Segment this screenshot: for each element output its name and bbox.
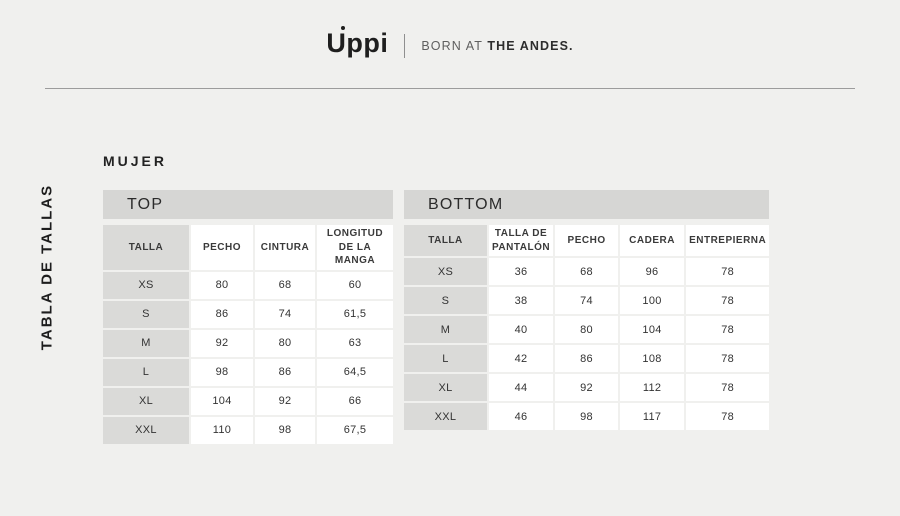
- value-cell: 63: [317, 329, 393, 357]
- size-column-header: TALLA: [103, 225, 189, 270]
- value-cell: 80: [555, 316, 619, 343]
- value-cell: 104: [620, 316, 685, 343]
- table-row: XXL 110 98 67,5: [103, 416, 393, 444]
- tagline-the-andes: THE ANDES.: [487, 38, 574, 53]
- value-cell: 98: [555, 403, 619, 430]
- value-cell: 110: [191, 416, 253, 444]
- value-cell: 78: [686, 403, 770, 430]
- bottom-table-section: BOTTOM TALLA TALLA DE PANTALÓN PECHO CADERA…: [402, 190, 771, 432]
- bottom-size-table: TALLA TALLA DE PANTALÓN PECHO CADERA ENTREPI…: [402, 223, 771, 432]
- value-cell: 98: [191, 358, 253, 386]
- value-cell: 44: [489, 374, 554, 401]
- size-label-cell: XXL: [103, 416, 189, 444]
- size-column-header: TALLA: [404, 225, 487, 256]
- table-row: L 42 86 108 78: [404, 345, 770, 372]
- table-row: XS 36 68 96 78: [404, 258, 770, 285]
- value-cell: 100: [620, 287, 685, 314]
- brand-tagline: BORN AT THE ANDES.: [421, 39, 573, 53]
- value-cell: 92: [255, 387, 315, 415]
- logo-divider: [404, 33, 406, 58]
- value-cell: 36: [489, 258, 554, 285]
- table-row: XS 80 68 60: [103, 271, 393, 299]
- table-title-top: TOP: [103, 190, 393, 219]
- value-cell: 117: [620, 403, 685, 430]
- size-label-cell: XS: [404, 258, 487, 285]
- value-cell: 98: [255, 416, 315, 444]
- value-cell: 78: [686, 374, 770, 401]
- value-cell: 78: [686, 345, 770, 372]
- value-cell: 86: [191, 300, 253, 328]
- value-cell: 61,5: [317, 300, 393, 328]
- measure-column-header: PECHO: [555, 225, 619, 256]
- table-row: XL 104 92 66: [103, 387, 393, 415]
- table-row: S 38 74 100 78: [404, 287, 770, 314]
- value-cell: 42: [489, 345, 554, 372]
- size-label-cell: L: [404, 345, 487, 372]
- value-cell: 64,5: [317, 358, 393, 386]
- main-content: MUJER TOP TALLA PECHO CINTURA LONGITUD DE L…: [103, 153, 771, 444]
- logo-letters-ppi: ppi: [346, 28, 389, 58]
- size-label-cell: M: [404, 316, 487, 343]
- size-tables-row: TOP TALLA PECHO CINTURA LONGITUD DE LA MANG…: [103, 190, 771, 444]
- vertical-page-title: TABLA DE TALLAS: [38, 183, 56, 351]
- table-title-bottom: BOTTOM: [404, 190, 770, 219]
- table-row: M 92 80 63: [103, 329, 393, 357]
- value-cell: 86: [555, 345, 619, 372]
- value-cell: 78: [686, 258, 770, 285]
- size-label-cell: L: [103, 358, 189, 386]
- value-cell: 40: [489, 316, 554, 343]
- header-divider: [45, 88, 855, 89]
- value-cell: 80: [255, 329, 315, 357]
- value-cell: 104: [191, 387, 253, 415]
- tagline-born-at: BORN AT: [421, 38, 483, 53]
- table-row: M 40 80 104 78: [404, 316, 770, 343]
- size-label-cell: S: [103, 300, 189, 328]
- value-cell: 66: [317, 387, 393, 415]
- value-cell: 92: [555, 374, 619, 401]
- value-cell: 38: [489, 287, 554, 314]
- top-table-section: TOP TALLA PECHO CINTURA LONGITUD DE LA MANG…: [103, 190, 393, 444]
- logo-dot: [341, 26, 346, 30]
- top-size-table: TALLA PECHO CINTURA LONGITUD DE LA MANGA XS…: [101, 223, 395, 446]
- header-row: TALLA TALLA DE PANTALÓN PECHO CADERA ENTREPI…: [404, 225, 770, 256]
- table-row: L 98 86 64,5: [103, 358, 393, 386]
- section-title-mujer: MUJER: [103, 153, 168, 169]
- logo-letter-u: U: [326, 26, 347, 58]
- size-label-cell: XS: [103, 271, 189, 299]
- size-label-cell: XXL: [404, 403, 487, 430]
- value-cell: 60: [317, 271, 393, 299]
- measure-column-header: ENTREPIERNA: [686, 225, 770, 256]
- header-row: TALLA PECHO CINTURA LONGITUD DE LA MANGA: [103, 225, 393, 270]
- value-cell: 112: [620, 374, 685, 401]
- value-cell: 86: [255, 358, 315, 386]
- measure-column-header: PECHO: [191, 225, 253, 270]
- value-cell: 74: [255, 300, 315, 328]
- table-row: XXL 46 98 117 78: [404, 403, 770, 430]
- value-cell: 67,5: [317, 416, 393, 444]
- measure-column-header: CINTURA: [255, 225, 315, 270]
- value-cell: 108: [620, 345, 685, 372]
- table-row: XL 44 92 112 78: [404, 374, 770, 401]
- value-cell: 46: [489, 403, 554, 430]
- table-row: S 86 74 61,5: [103, 300, 393, 328]
- value-cell: 78: [686, 287, 770, 314]
- value-cell: 68: [555, 258, 619, 285]
- value-cell: 96: [620, 258, 685, 285]
- size-label-cell: S: [404, 287, 487, 314]
- size-label-cell: XL: [404, 374, 487, 401]
- size-label-cell: XL: [103, 387, 189, 415]
- value-cell: 92: [191, 329, 253, 357]
- measure-column-header: LONGITUD DE LA MANGA: [317, 225, 393, 270]
- size-label-cell: M: [103, 329, 189, 357]
- value-cell: 78: [686, 316, 770, 343]
- value-cell: 74: [555, 287, 619, 314]
- measure-column-header: TALLA DE PANTALÓN: [489, 225, 554, 256]
- value-cell: 68: [255, 271, 315, 299]
- measure-column-header: CADERA: [620, 225, 685, 256]
- value-cell: 80: [191, 271, 253, 299]
